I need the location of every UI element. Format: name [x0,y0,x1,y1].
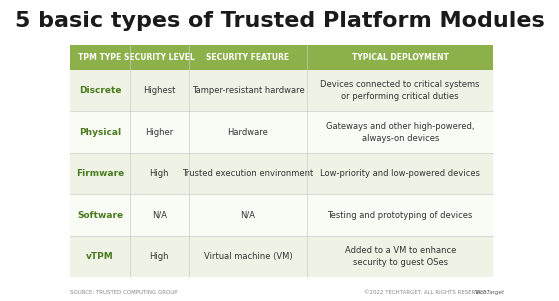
Text: Low-priority and low-powered devices: Low-priority and low-powered devices [320,169,480,178]
FancyBboxPatch shape [70,45,493,277]
Text: TechTarget: TechTarget [475,290,505,295]
Text: ©2022 TECHTARGET. ALL RIGHTS RESERVED.: ©2022 TECHTARGET. ALL RIGHTS RESERVED. [364,290,489,295]
Text: TPM TYPE: TPM TYPE [78,53,121,62]
Bar [130,153,189,194]
Bar [189,111,307,153]
Text: SECURITY LEVEL: SECURITY LEVEL [124,53,195,62]
Bar [307,45,493,70]
Text: Devices connected to critical systems
or performing critical duties: Devices connected to critical systems or… [320,80,480,101]
Text: SECURITY FEATURE: SECURITY FEATURE [206,53,290,62]
Bar [130,111,189,153]
Text: Higher: Higher [145,128,173,137]
Bar [70,45,130,70]
Text: Virtual machine (VM): Virtual machine (VM) [203,252,292,261]
Text: Hardware: Hardware [228,128,268,137]
Text: Physical: Physical [79,128,121,137]
Text: Added to a VM to enhance
security to guest OSes: Added to a VM to enhance security to gue… [344,246,456,267]
Bar [307,153,493,194]
Bar [189,194,307,236]
Bar [130,45,189,70]
Bar [307,236,493,277]
Bar [70,111,130,153]
Bar [307,111,493,153]
Text: High: High [149,169,169,178]
Bar [130,194,189,236]
Bar [307,194,493,236]
Text: Gateways and other high-powered,
always-on devices: Gateways and other high-powered, always-… [326,122,475,143]
Text: N/A: N/A [240,211,255,219]
Text: Highest: Highest [143,86,176,95]
Text: High: High [149,252,169,261]
Bar [70,236,130,277]
Text: Testing and prototyping of devices: Testing and prototyping of devices [328,211,473,219]
Bar [189,236,307,277]
Bar [189,45,307,70]
Text: Tamper-resistant hardware: Tamper-resistant hardware [192,86,304,95]
Bar [307,70,493,111]
Text: SOURCE: TRUSTED COMPUTING GROUP: SOURCE: TRUSTED COMPUTING GROUP [70,290,178,295]
Text: TYPICAL DEPLOYMENT: TYPICAL DEPLOYMENT [352,53,449,62]
Text: vTPM: vTPM [86,252,114,261]
Text: 5 basic types of Trusted Platform Modules: 5 basic types of Trusted Platform Module… [15,11,544,31]
Text: Trusted execution environment: Trusted execution environment [182,169,314,178]
Text: Firmware: Firmware [76,169,124,178]
Bar [70,153,130,194]
Bar [189,153,307,194]
Bar [130,70,189,111]
Bar [189,70,307,111]
Text: N/A: N/A [151,211,167,219]
Text: Software: Software [77,211,123,219]
Bar [130,236,189,277]
Bar [70,70,130,111]
Text: Discrete: Discrete [79,86,121,95]
Bar [70,194,130,236]
